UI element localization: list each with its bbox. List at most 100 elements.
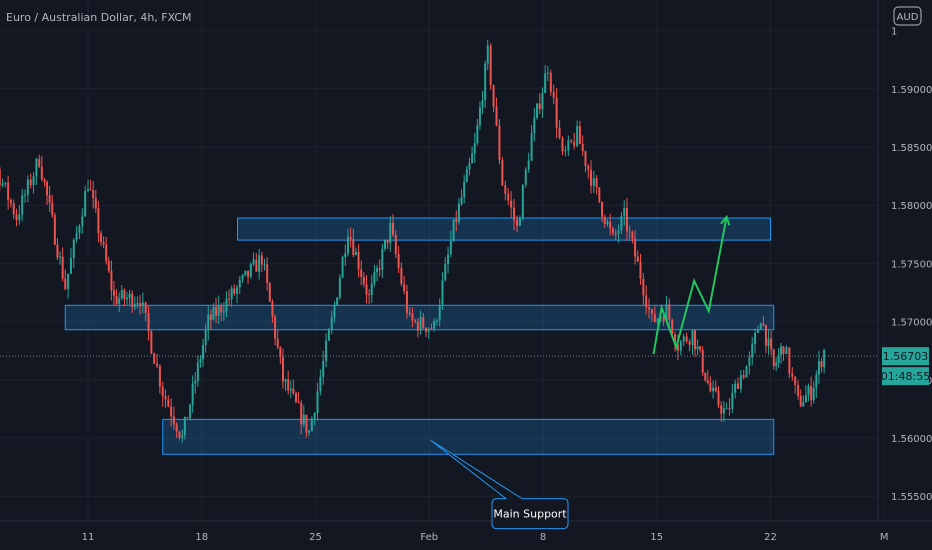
candle-up — [576, 126, 579, 146]
candle-down — [113, 290, 115, 296]
candle-up — [244, 270, 247, 275]
candle-down — [397, 253, 400, 268]
grid — [0, 0, 885, 521]
candle-down — [425, 327, 427, 332]
candle-up — [465, 169, 468, 182]
candle-down — [360, 269, 363, 277]
candle-up — [204, 330, 207, 345]
candle-down — [674, 334, 677, 345]
candle-up — [592, 177, 595, 186]
candle-down — [292, 388, 295, 394]
candle-down — [172, 416, 175, 425]
callout-bubble — [430, 439, 569, 530]
candle-up — [225, 298, 228, 312]
candle-up — [313, 413, 316, 419]
candle-down — [570, 140, 573, 142]
candle-up — [289, 388, 292, 391]
candle-down — [43, 179, 46, 182]
time-tick-label: 25 — [309, 532, 322, 543]
candle-down — [403, 283, 406, 292]
candle-down — [742, 375, 745, 378]
candle-down — [144, 302, 147, 314]
candle-up — [222, 311, 225, 313]
candle-up — [817, 361, 820, 375]
candle-up — [435, 320, 438, 322]
callout-label: Main Support — [493, 508, 567, 521]
candle-down — [365, 284, 368, 295]
candle-down — [611, 228, 614, 234]
candle-down — [300, 402, 303, 425]
candle-up — [181, 435, 184, 438]
candle-up — [322, 360, 325, 377]
candle-down — [123, 290, 126, 300]
candle-up — [308, 431, 310, 433]
candle-down — [46, 181, 49, 196]
candle-up — [606, 221, 609, 224]
main-support-callout: Main Support — [430, 439, 569, 530]
candle-down — [92, 190, 95, 199]
candle-up — [84, 191, 87, 217]
candle-up — [327, 329, 330, 341]
time-tick-label: M — [880, 532, 889, 543]
candle-down — [504, 185, 507, 194]
candle-up — [199, 359, 202, 363]
candle-down — [276, 338, 279, 347]
candle-down — [156, 363, 159, 367]
candle-down — [158, 366, 161, 387]
candle-up — [249, 264, 252, 277]
candle-up — [126, 297, 128, 300]
candle-up — [617, 230, 620, 234]
candle-down — [164, 396, 167, 400]
candle-down — [305, 414, 308, 433]
candle-up — [623, 208, 626, 217]
candle-down — [552, 91, 555, 98]
candle-up — [473, 143, 476, 154]
candle-up — [433, 321, 436, 329]
candle-down — [414, 320, 417, 322]
candle-down — [704, 372, 707, 381]
candle-down — [394, 234, 397, 254]
candle-up — [333, 305, 336, 318]
currency-badge-frame — [893, 6, 922, 26]
candle-down — [728, 408, 731, 410]
candle-down — [147, 313, 150, 332]
time-axis[interactable]: 11 18 25 Feb 8 15 22 M — [82, 532, 889, 543]
time-tick-label: 15 — [650, 532, 663, 543]
currency-badge[interactable]: AUD — [893, 6, 922, 26]
candle-down — [255, 259, 258, 272]
candle-down — [625, 208, 628, 232]
candle-up — [141, 302, 144, 307]
candle-up — [183, 417, 186, 436]
chart-title: Euro / Australian Dollar, 4h, FXCM — [6, 11, 192, 24]
candle-up — [524, 169, 527, 185]
candle-up — [564, 150, 567, 152]
candle-down — [405, 291, 408, 313]
candle-up — [21, 195, 24, 215]
candle-down — [89, 189, 92, 191]
candle-up — [712, 387, 715, 392]
candle-down — [598, 187, 601, 202]
candle-up — [541, 92, 544, 110]
candle-down — [549, 72, 552, 92]
candle-up — [544, 73, 547, 93]
candle-down — [167, 399, 170, 407]
candle-down — [706, 380, 709, 383]
candle-down — [378, 268, 381, 270]
candle-up — [468, 162, 471, 170]
candle-up — [471, 153, 474, 163]
price-tick-label: 1.56000 — [891, 434, 932, 445]
candle-down — [271, 301, 274, 317]
candle-up — [207, 314, 210, 331]
candle-up — [748, 357, 751, 367]
candle-up — [18, 214, 21, 220]
candle-down — [357, 252, 360, 270]
candle-down — [794, 376, 797, 385]
candle-up — [347, 236, 349, 254]
candle-up — [196, 362, 199, 381]
price-tick-label: 1.58500 — [891, 143, 932, 154]
candle-down — [578, 126, 581, 145]
candle-down — [247, 270, 250, 277]
